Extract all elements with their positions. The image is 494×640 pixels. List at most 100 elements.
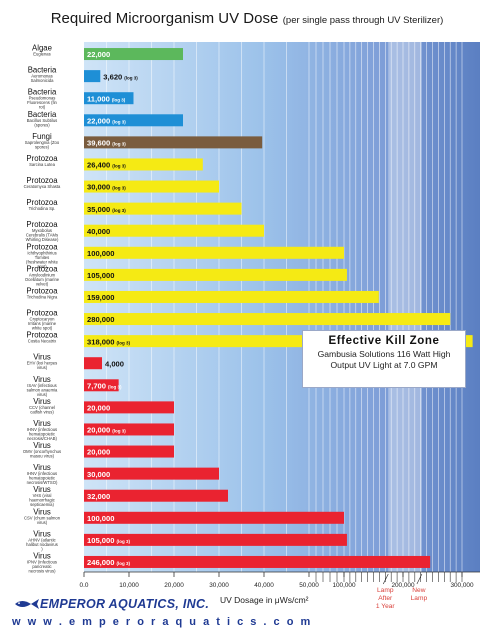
brand-name: EMPEROR AQUATICS, INC.	[40, 597, 210, 611]
category-name-label: Bacillus Subtilus (spores)	[27, 118, 58, 128]
bar-6	[84, 180, 219, 193]
kill-zone-title: Effective Kill Zone	[328, 335, 440, 347]
brand-website: w w w . e m p e r o r a q u a t i c s . …	[12, 616, 313, 628]
bar-23	[84, 555, 431, 568]
x-tick-label: 200,000	[391, 582, 415, 589]
bar-value-label: 159,000	[87, 293, 114, 302]
x-tick-label: 300,000	[450, 582, 474, 589]
category-name-label: AHNV (atlantic halibut nodavirus)	[26, 537, 58, 551]
category-name-label: Pseudomonas Fluorescens (fin rot)	[27, 96, 57, 110]
bar-0	[84, 48, 183, 61]
category-group-label: Virus	[33, 397, 51, 406]
bar-value-label: 100,000	[87, 514, 114, 523]
category-name-label: Trichodina Sp.	[29, 206, 56, 211]
bar-value-label: 39,600 (log 3)	[87, 139, 126, 148]
bar-15	[84, 379, 119, 392]
category-group-label: Protozoa	[26, 264, 58, 273]
bar-17	[84, 423, 174, 436]
bar-9	[84, 246, 344, 259]
category-group-label: Virus	[33, 463, 51, 472]
plot-background	[84, 42, 480, 572]
x-tick-label: 0.0	[80, 582, 89, 589]
bar-22	[84, 533, 347, 546]
category-group-label: Virus	[33, 507, 51, 516]
bar-value-label: 30,000	[87, 470, 110, 479]
bar-value-label: 20,000	[87, 448, 110, 457]
x-tick-label: 50,000	[299, 582, 319, 589]
bar-value-label: 22,000 (log 3)	[87, 116, 126, 125]
bar-value-label: 4,000	[105, 359, 124, 368]
category-group-label: Protozoa	[26, 176, 58, 185]
bar-value-label: 7,700 (log 3)	[87, 381, 122, 390]
bar-2	[84, 92, 134, 105]
category-group-label: Virus	[33, 353, 51, 362]
category-name-label: IHNV (infectious hematopoietic necrosis/WT…	[27, 471, 58, 485]
marker-label-1: New Lamp	[411, 587, 428, 602]
category-group-label: Bacteria	[28, 88, 57, 97]
kill-zone-band	[388, 42, 422, 572]
category-group-label: Virus	[33, 551, 51, 560]
category-group-label: Virus	[33, 529, 51, 538]
bar-value-label: 20,000 (log 3)	[87, 426, 126, 435]
bar-value-label: 105,000	[87, 271, 114, 280]
x-tick-label: 100,000	[332, 582, 356, 589]
category-name-label: Ceratomyxa Shasta	[24, 184, 61, 189]
category-name-label: Amyloodinium Ocellatum (marine velvet)	[25, 272, 60, 286]
category-group-label: Protozoa	[26, 220, 58, 229]
category-name-label: Trichodina Nigra	[27, 294, 58, 299]
category-name-label: Myxobolus Cerebralis (TAMs Whirling Diseas…	[26, 228, 59, 242]
category-group-label: Protozoa	[26, 286, 58, 295]
x-axis-title: UV Dosage in μWs/cm²	[220, 595, 309, 605]
bar-12	[84, 313, 451, 326]
category-name-label: OMV (oncorhynchus masou virus)	[23, 449, 61, 459]
x-tick-label: 10,000	[119, 582, 139, 589]
category-name-label: IPNV (infectious pancreatic necrosis virus…	[27, 559, 57, 573]
bar-value-label: 318,000 (log 3)	[87, 337, 130, 346]
fish-logo-icon	[15, 599, 39, 609]
bar-7	[84, 202, 242, 215]
category-name-label: Cryptocaryon Irritans (marine white spot)	[28, 317, 57, 331]
bar-8	[84, 224, 264, 237]
category-group-label: Virus	[33, 485, 51, 494]
x-tick-label: 20,000	[164, 582, 184, 589]
category-name-label: CSV (chum salmon virus)	[24, 515, 61, 525]
category-group-label: Bacteria	[28, 110, 57, 119]
bar-value-label: 3,620 (log 3)	[103, 72, 138, 81]
effective-kill-zone-box: Effective Kill Zone Gambusia Solutions 1…	[302, 330, 466, 388]
bar-3	[84, 114, 183, 127]
category-name-label: Aeromonas Salmonicida	[31, 74, 54, 84]
category-group-label: Fungi	[32, 132, 52, 141]
bar-21	[84, 511, 344, 524]
bar-18	[84, 445, 174, 458]
kill-zone-description: Gambusia Solutions 116 Watt High Output …	[317, 349, 451, 370]
bar-value-label: 280,000	[87, 315, 114, 324]
category-group-label: Protozoa	[26, 154, 58, 163]
category-name-label: VHS (viral haemorrhagic septicaemia)	[29, 493, 55, 507]
bar-value-label: 20,000	[87, 404, 110, 413]
bar-20	[84, 489, 228, 502]
chart-title: Required Microorganism UV Dose	[50, 10, 279, 27]
x-tick-label: 40,000	[254, 582, 274, 589]
bar-19	[84, 467, 219, 480]
chart-title-block: Required Microorganism UV Dose (per sing…	[0, 10, 494, 28]
category-name-label: Costia Necatrix	[28, 339, 57, 344]
bar-value-label: 40,000	[87, 227, 110, 236]
bar-14	[84, 357, 102, 370]
bar-value-label: 105,000 (log 3)	[87, 536, 130, 545]
bar-value-label: 11,000 (log 3)	[87, 94, 126, 103]
category-group-label: Protozoa	[26, 309, 58, 318]
bar-value-label: 100,000	[87, 249, 114, 258]
category-name-label: IHNV (infectious hematopoietic necrosis/CH…	[27, 427, 58, 441]
category-name-label: CCV (channel catfish virus)	[29, 405, 55, 415]
category-name-label: Sarcina Lutea	[29, 162, 56, 167]
category-name-label: ISAV (infectious salmon anaemia virus)	[27, 383, 58, 397]
marker-pointer	[416, 573, 423, 585]
bar-value-label: 35,000 (log 3)	[87, 205, 126, 214]
bar-5	[84, 158, 203, 171]
bar-value-label: 246,000 (log 3)	[87, 558, 130, 567]
bar-value-label: 26,400 (log 3)	[87, 161, 126, 170]
category-group-label: Virus	[33, 375, 51, 384]
bar-value-label: 32,000	[87, 492, 110, 501]
x-tick-label: 30,000	[209, 582, 229, 589]
